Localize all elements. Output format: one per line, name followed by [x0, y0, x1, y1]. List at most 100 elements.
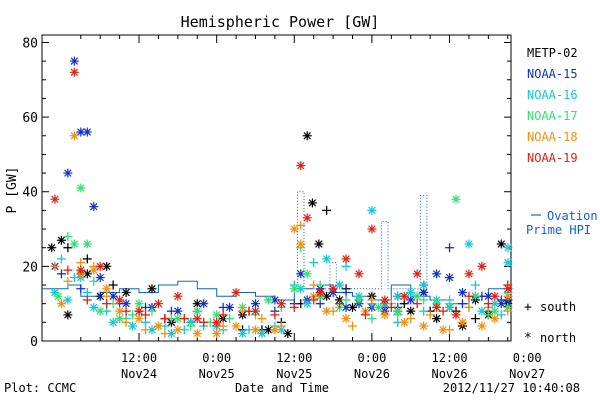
star-d2: [135, 307, 143, 315]
data-point-noaa-17-north: [289, 284, 299, 294]
data-point-noaa-15-north: [496, 299, 506, 309]
x-tick-label-date: Nov26: [354, 367, 390, 381]
star-d2: [297, 285, 305, 293]
star-d2: [174, 292, 182, 300]
data-point-noaa-18-north: [250, 325, 260, 335]
data-point-noaa-19-south: [199, 317, 209, 327]
data-point-noaa-15-north: [89, 202, 99, 212]
data-point-noaa-17-south: [225, 314, 235, 324]
y-tick-label: 60: [22, 111, 38, 126]
star-d2: [439, 326, 447, 334]
data-point-noaa-18-north: [231, 321, 241, 331]
star-d2: [83, 270, 92, 278]
star-d2: [122, 288, 130, 297]
star-d2: [413, 292, 421, 300]
star-d2: [452, 195, 460, 203]
data-point-noaa-18-north: [399, 317, 409, 327]
data-point-noaa-19-south: [360, 310, 370, 320]
axes-layer: 0 20 40 60 80 12:00 Nov24 0:00 Nov25 12:00 Nov25 0:…: [22, 34, 545, 381]
x-tick-label-time: 0:00: [513, 351, 542, 365]
star-d2: [148, 285, 156, 293]
star-d2: [284, 329, 292, 338]
data-point-noaa-19-north: [250, 306, 260, 316]
data-point-noaa-16-north: [419, 280, 429, 290]
star-d2: [51, 288, 59, 297]
footer-timestamp: 2012/11/27 10:40:08: [443, 381, 580, 395]
star-d2: [96, 273, 104, 282]
data-point-noaa-19-north: [69, 67, 79, 77]
star-d2: [83, 240, 92, 248]
data-point-noaa-19-north: [50, 194, 60, 204]
data-point-noaa-18-north: [153, 321, 163, 331]
data-point-noaa-16-south: [309, 258, 319, 268]
star-d2: [96, 262, 104, 271]
star-d2: [407, 296, 415, 304]
x-tick-label-date: Nov25: [276, 367, 312, 381]
star-d2: [174, 307, 182, 315]
data-point-metp-02-north: [314, 239, 324, 249]
legend-entry-metp-02: METP-02: [527, 46, 578, 60]
data-point-noaa-19-south: [102, 299, 112, 309]
data-point-noaa-15-south: [56, 269, 66, 279]
data-point-noaa-19-south: [270, 310, 280, 320]
legend-north-symbol: *: [524, 331, 532, 346]
footer-plot-credit: Plot: CCMC: [4, 381, 76, 395]
data-point-noaa-17-north: [69, 239, 79, 249]
data-point-noaa-19-north: [490, 291, 500, 301]
data-point-noaa-17-south: [367, 314, 377, 324]
x-tick-label-date: Nov25: [199, 367, 235, 381]
y-tick-label: 0: [30, 335, 38, 350]
data-point-noaa-17-south: [341, 295, 351, 305]
star-d2: [251, 307, 260, 315]
data-point-noaa-19-south: [438, 306, 448, 316]
star-d2: [394, 307, 402, 315]
data-point-noaa-17-north: [470, 291, 480, 301]
data-point-metp-02-north: [283, 329, 293, 339]
legend-south-symbol: +: [524, 300, 532, 315]
x-tick-label-date: Nov24: [121, 367, 157, 381]
data-point-noaa-18-north: [56, 299, 66, 309]
star-d2: [109, 318, 117, 327]
data-point-noaa-17-south: [419, 295, 429, 305]
data-point-noaa-15-north: [406, 295, 416, 305]
star-d2: [400, 292, 408, 300]
y-axis-label: P [GW]: [5, 167, 20, 214]
star-d2: [96, 307, 104, 315]
data-point-noaa-18-north: [419, 321, 429, 331]
data-point-noaa-19-north: [451, 310, 461, 320]
star-d2: [303, 299, 311, 308]
data-point-metp-02-south: [63, 243, 73, 253]
data-point-noaa-16-north: [89, 302, 99, 312]
star-d2: [238, 329, 247, 338]
data-point-noaa-19-north: [399, 291, 409, 301]
x-tick-label-date: Nov26: [431, 367, 467, 381]
y-tick-label: 20: [22, 260, 38, 275]
star-d2: [374, 303, 383, 312]
data-point-noaa-19-north: [115, 295, 125, 305]
data-point-noaa-19-north: [212, 317, 222, 327]
star-d2: [102, 285, 111, 293]
data-point-noaa-18-north: [490, 314, 500, 324]
star-d2: [128, 322, 137, 330]
star-d2: [491, 292, 499, 300]
data-point-noaa-17-north: [263, 295, 273, 305]
star-d2: [322, 292, 331, 300]
star-d2: [400, 318, 408, 327]
data-point-metp-02-north: [56, 235, 66, 245]
data-point-metp-02-north: [307, 198, 317, 208]
star-d2: [115, 307, 124, 315]
data-point-noaa-18-south: [464, 302, 474, 312]
data-point-noaa-17-north: [53, 291, 63, 301]
star-d2: [90, 303, 98, 312]
star-d2: [135, 314, 143, 323]
star-d2: [419, 322, 428, 330]
data-point-metp-02-south: [322, 205, 332, 215]
x-tick-label-time: 0:00: [202, 351, 231, 365]
data-point-noaa-16-north: [335, 280, 345, 290]
data-point-noaa-16-north: [406, 287, 416, 297]
data-point-noaa-19-south: [141, 310, 151, 320]
data-point-noaa-18-north: [457, 317, 467, 327]
legend: METP-02 NOAA-15 NOAA-16 NOAA-17 NOAA-18 NOAA-…: [524, 46, 598, 346]
